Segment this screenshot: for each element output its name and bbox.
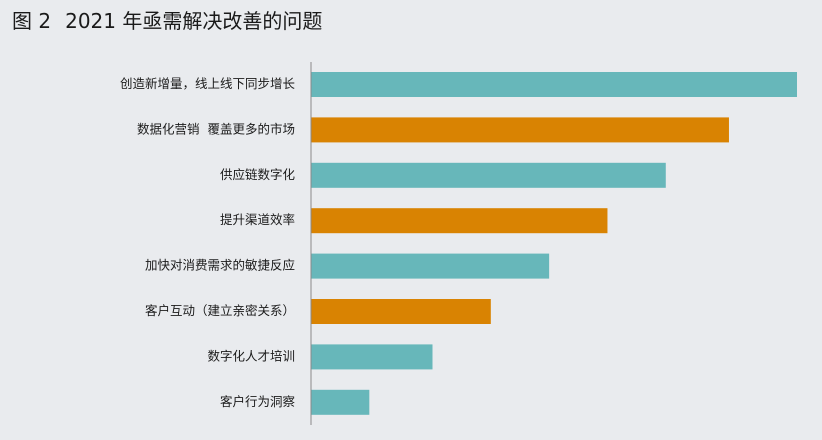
bar-8 (311, 389, 370, 415)
figure-title-text: 2021 年亟需解决改善的问题 (65, 9, 323, 33)
category-label-8: 客户行为洞察 (220, 394, 296, 409)
figure-number: 图 2 (12, 9, 52, 33)
category-label-1: 创造新增量，线上线下同步增长 (120, 76, 296, 91)
category-label-2: 数据化营销 覆盖更多的市场 (137, 121, 295, 136)
bar-group (311, 72, 797, 415)
category-label-5: 加快对消费需求的敏捷反应 (145, 258, 295, 273)
bar-1 (311, 72, 797, 97)
figure-title: 图 2 2021 年亟需解决改善的问题 (12, 7, 322, 35)
category-label-6: 客户互动（建立亲密关系） (145, 303, 295, 318)
category-label-4: 提升渠道效率 (220, 212, 295, 227)
bar-5 (311, 253, 550, 279)
category-label-3: 供应链数字化 (220, 167, 296, 182)
bar-2 (311, 117, 729, 143)
category-label-7: 数字化人才培训 (207, 348, 295, 363)
bar-4 (311, 208, 608, 234)
bar-3 (311, 162, 666, 188)
bar-7 (311, 344, 433, 370)
bar-6 (311, 299, 491, 324)
